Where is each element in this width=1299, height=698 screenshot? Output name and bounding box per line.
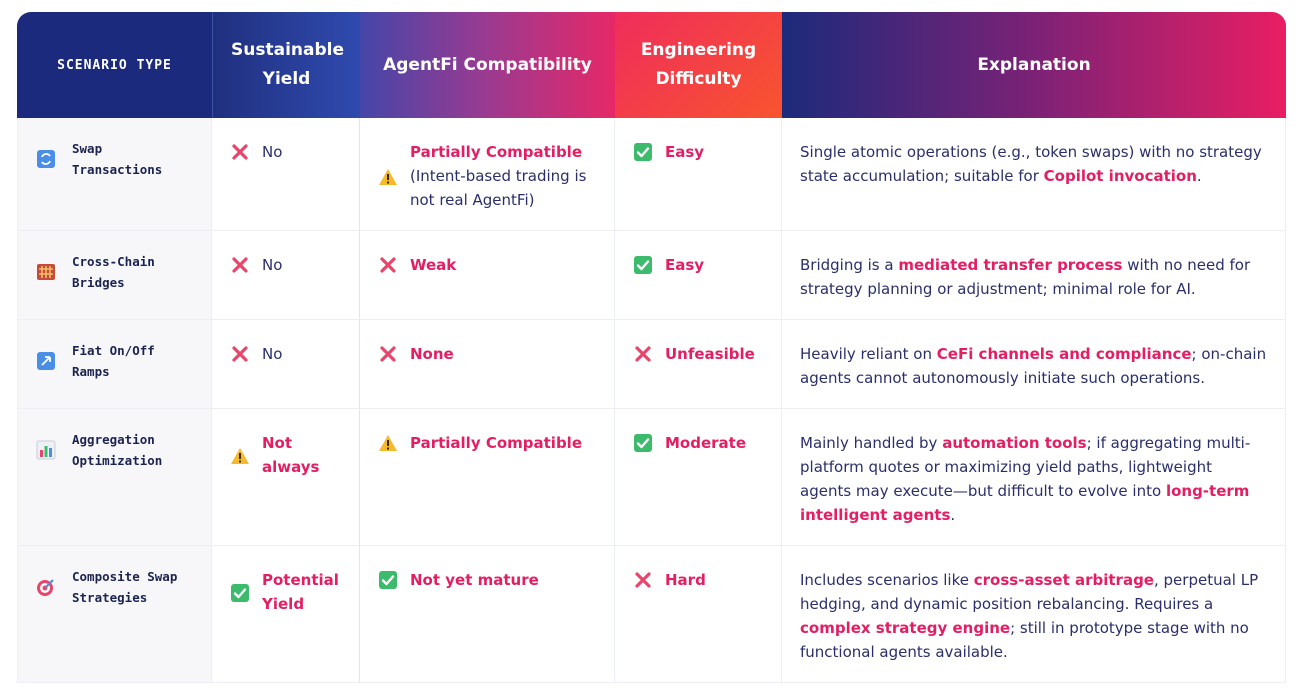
explanation-text: Bridging is a <box>800 256 899 274</box>
cell-text: Partially Compatible <box>410 434 582 452</box>
explanation-highlight: CeFi channels and compliance <box>936 345 1192 363</box>
explanation-highlight: long-term intelligent agents <box>800 482 1250 524</box>
explanation-text: Heavily reliant on <box>800 345 937 363</box>
column-header: Sustainable Yield <box>212 12 360 118</box>
column-header: Explanation <box>782 12 1286 118</box>
column-header: AgentFi Compatibility <box>360 12 615 118</box>
row: Swap Transactions No Partially Compatibl… <box>17 118 1286 231</box>
explanation-highlight: Copilot invocation <box>1043 167 1197 185</box>
cell-text: No <box>262 256 283 274</box>
explanation-text: Single atomic operations (e.g., token sw… <box>800 143 1262 185</box>
explanation-text: Includes scenarios like <box>800 571 974 589</box>
warning-icon <box>230 446 250 466</box>
cross-icon <box>378 255 398 275</box>
cell-text: Hard <box>665 571 706 589</box>
row: Aggregation Optimization Not always Part… <box>17 409 1286 546</box>
explanation-text: ; if aggregating multi-platform quotes o… <box>800 434 1251 500</box>
warning-icon <box>378 433 398 453</box>
row: Cross-Chain Bridges No Weak Easy Bridgin… <box>17 231 1286 320</box>
scenario-icon <box>37 352 55 370</box>
scenario-icon <box>37 264 55 280</box>
cross-icon <box>633 344 653 364</box>
scenario-name: Swap Transactions <box>72 141 163 177</box>
column-header: Engineering Difficulty <box>615 12 782 118</box>
cell-text: None <box>410 345 454 363</box>
explanation-highlight: cross-asset arbitrage <box>973 571 1154 589</box>
row: Composite Swap Strategies Potential Yiel… <box>17 546 1286 683</box>
cell-text: Partially Compatible <box>410 143 582 161</box>
cell-text: Potential Yield <box>262 571 339 613</box>
cell-text: No <box>262 345 283 363</box>
check-icon <box>633 433 653 453</box>
scenario-icon <box>37 150 55 168</box>
scenario-name: Fiat On/Off Ramps <box>72 343 155 379</box>
header-row: SCENARIO TYPE Sustainable Yield AgentFi … <box>17 12 1286 118</box>
cross-icon <box>230 255 250 275</box>
comparison-table: SCENARIO TYPE Sustainable Yield AgentFi … <box>17 12 1286 683</box>
warning-icon <box>378 167 398 187</box>
explanation-text: Mainly handled by <box>800 434 943 452</box>
explanation-highlight: complex strategy engine <box>800 619 1011 637</box>
scenario-icon <box>37 579 54 596</box>
cell-text: Moderate <box>665 434 747 452</box>
check-icon <box>230 583 250 603</box>
explanation-text: . <box>1196 167 1202 185</box>
explanation-highlight: automation tools <box>942 434 1087 452</box>
cell-text: Weak <box>410 256 457 274</box>
cell-text: No <box>262 143 283 161</box>
scenario-icon <box>36 440 56 460</box>
scenario-name: Composite Swap Strategies <box>72 569 178 605</box>
cross-icon <box>633 570 653 590</box>
cell-text: Easy <box>665 143 705 161</box>
cross-icon <box>230 142 250 162</box>
explanation-highlight: mediated transfer process <box>898 256 1123 274</box>
column-header: SCENARIO TYPE <box>17 12 212 118</box>
explanation-text: . <box>950 506 956 524</box>
cell-text: Not yet mature <box>410 571 539 589</box>
check-icon <box>633 142 653 162</box>
cross-icon <box>378 344 398 364</box>
explanation-text: with no need for strategy planning or ad… <box>800 256 1251 298</box>
cell-note: (Intent-based trading is not real AgentF… <box>410 167 587 209</box>
explanation-text: , perpetual LP hedging, and dynamic posi… <box>800 571 1259 613</box>
cell-text: Unfeasible <box>665 345 755 363</box>
check-icon <box>633 255 653 275</box>
row: Fiat On/Off Ramps No None Unfeasible Hea… <box>17 320 1286 409</box>
check-icon <box>378 570 398 590</box>
cell-text: Easy <box>665 256 705 274</box>
scenario-name: Cross-Chain Bridges <box>72 254 155 290</box>
scenario-name: Aggregation Optimization <box>72 432 163 468</box>
cross-icon <box>230 344 250 364</box>
explanation-text: ; still in prototype stage with no funct… <box>800 619 1249 661</box>
cell-text: Not always <box>262 434 320 476</box>
explanation-text: ; on-chain agents cannot autonomously in… <box>800 345 1267 387</box>
